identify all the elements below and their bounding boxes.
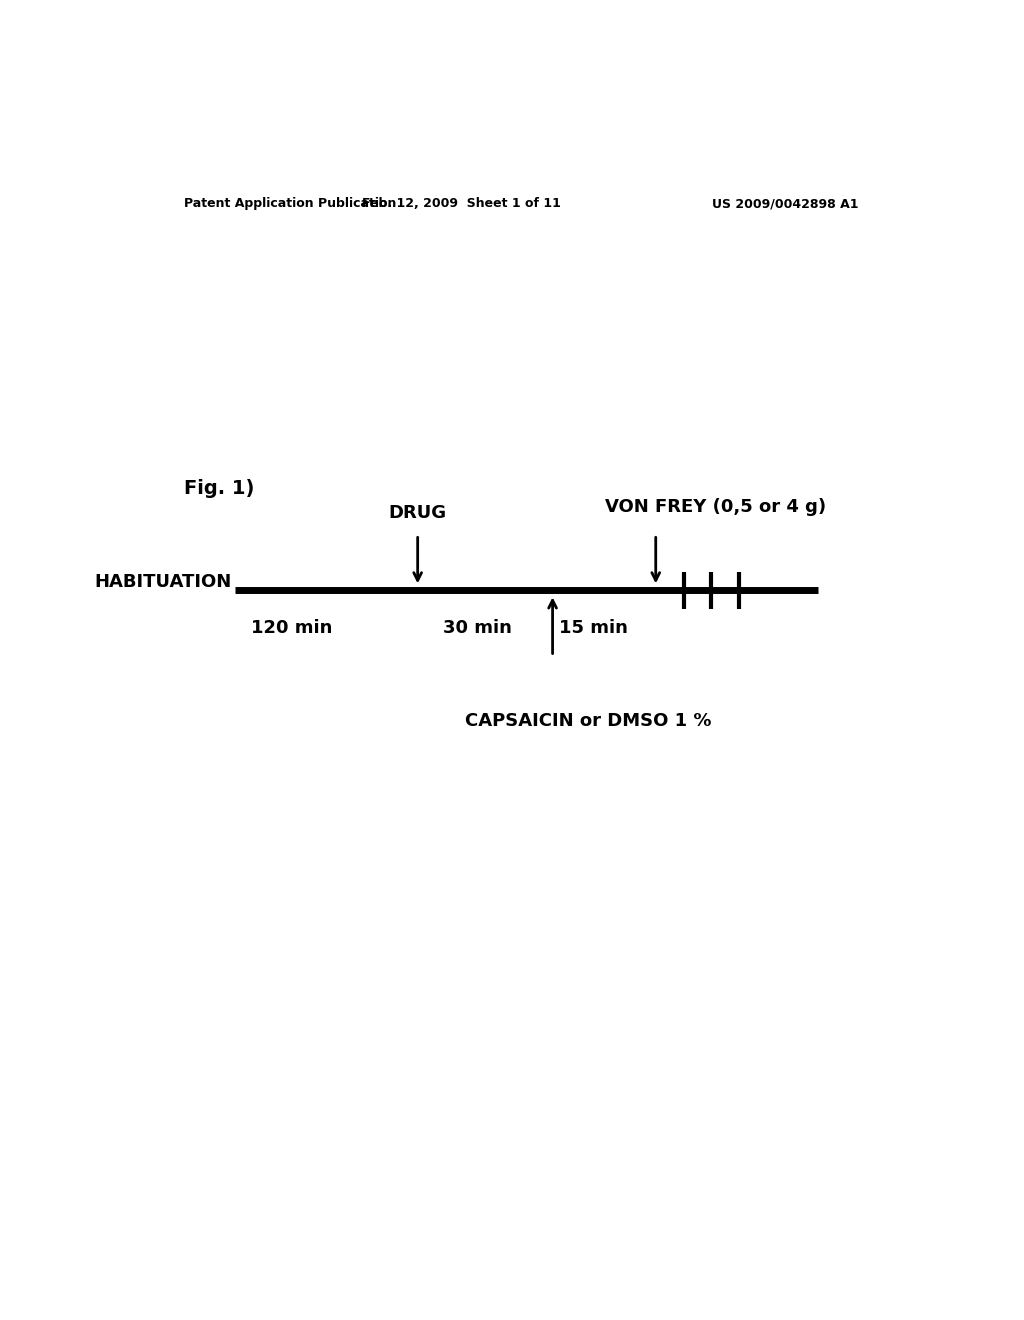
Text: Feb. 12, 2009  Sheet 1 of 11: Feb. 12, 2009 Sheet 1 of 11 (361, 197, 561, 210)
Text: 120 min: 120 min (251, 619, 333, 636)
Text: CAPSAICIN or DMSO 1 %: CAPSAICIN or DMSO 1 % (465, 713, 712, 730)
Text: Patent Application Publication: Patent Application Publication (183, 197, 396, 210)
Text: 15 min: 15 min (559, 619, 628, 636)
Text: US 2009/0042898 A1: US 2009/0042898 A1 (712, 197, 858, 210)
Text: VON FREY (0,5 or 4 g): VON FREY (0,5 or 4 g) (605, 498, 825, 516)
Text: DRUG: DRUG (388, 504, 446, 523)
Text: Fig. 1): Fig. 1) (183, 479, 254, 498)
Text: HABITUATION: HABITUATION (94, 573, 231, 591)
Text: 30 min: 30 min (442, 619, 512, 636)
